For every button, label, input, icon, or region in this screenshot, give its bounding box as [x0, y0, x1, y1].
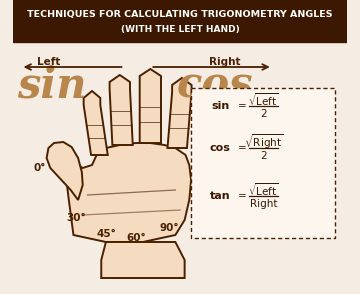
Text: cos: cos: [209, 143, 230, 153]
Text: tan: tan: [210, 191, 230, 201]
Polygon shape: [101, 242, 185, 278]
Text: $\sqrt{\mathrm{Right}}$: $\sqrt{\mathrm{Right}}$: [244, 133, 283, 151]
Polygon shape: [46, 142, 83, 200]
Text: 2: 2: [260, 109, 267, 119]
Text: sin: sin: [212, 101, 230, 111]
Polygon shape: [167, 78, 192, 148]
Text: =: =: [238, 143, 246, 153]
Text: 30°: 30°: [67, 213, 86, 223]
Text: =: =: [238, 101, 246, 111]
Text: 60°: 60°: [127, 233, 146, 243]
Text: $\sqrt{\mathrm{Left}}$: $\sqrt{\mathrm{Left}}$: [248, 182, 279, 198]
FancyBboxPatch shape: [191, 88, 335, 238]
Text: Left: Left: [37, 57, 60, 67]
Bar: [13, 0, 347, 42]
Text: 2: 2: [260, 151, 267, 161]
Polygon shape: [109, 75, 133, 145]
Text: 90°: 90°: [159, 223, 179, 233]
Text: sin: sin: [17, 64, 87, 106]
Text: (WITH THE LEFT HAND): (WITH THE LEFT HAND): [121, 24, 239, 34]
Polygon shape: [84, 91, 108, 155]
Text: 0°: 0°: [33, 163, 45, 173]
Text: cos: cos: [177, 64, 253, 106]
Text: $\sqrt{\mathrm{Left}}$: $\sqrt{\mathrm{Left}}$: [248, 92, 279, 108]
Text: =: =: [238, 191, 246, 201]
Text: Right: Right: [249, 199, 277, 209]
Text: 45°: 45°: [96, 229, 116, 239]
Text: TECHNIQUES FOR CALCULATING TRIGONOMETRY ANGLES: TECHNIQUES FOR CALCULATING TRIGONOMETRY …: [27, 9, 333, 19]
Text: Right: Right: [209, 57, 240, 67]
Polygon shape: [140, 69, 161, 143]
Polygon shape: [67, 143, 191, 242]
